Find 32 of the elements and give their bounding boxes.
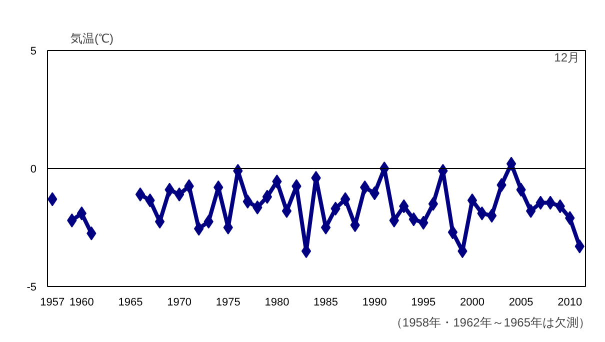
point [154, 214, 165, 229]
point [262, 190, 272, 204]
x-tick-label: 1985 [314, 296, 338, 308]
point [526, 204, 536, 218]
y-tick-label: 0 [30, 164, 37, 176]
x-tick-label: 1965 [118, 296, 143, 308]
text: （1958年・1962年～1965年は欠測） [390, 316, 591, 330]
x-tick-label: 1995 [411, 296, 436, 308]
point [340, 192, 350, 206]
point [428, 196, 438, 211]
point [174, 187, 184, 202]
x-tick-label: 2000 [460, 296, 484, 308]
point [486, 208, 497, 223]
point [448, 225, 458, 240]
point [467, 193, 478, 208]
x-tick-label: 1970 [167, 296, 192, 308]
point [282, 204, 292, 218]
point [76, 206, 87, 220]
x-tick-label: 1990 [362, 296, 387, 308]
x-tick-label: 2005 [508, 296, 534, 308]
x-tick-label: 1980 [264, 296, 290, 308]
x-tick-label: 1975 [216, 296, 240, 308]
y-axis-title: 気温(℃) [70, 32, 114, 46]
annotation: 12月 [554, 50, 580, 64]
point [506, 156, 516, 171]
point [320, 220, 331, 234]
x-tick-label: 2010 [558, 296, 582, 308]
y-tick-label: 5 [30, 46, 37, 58]
y-tick-label: -5 [26, 282, 36, 294]
x-tick-label: 1960 [69, 296, 94, 308]
point [135, 187, 146, 202]
x-tick-label: 1957 [40, 296, 65, 308]
